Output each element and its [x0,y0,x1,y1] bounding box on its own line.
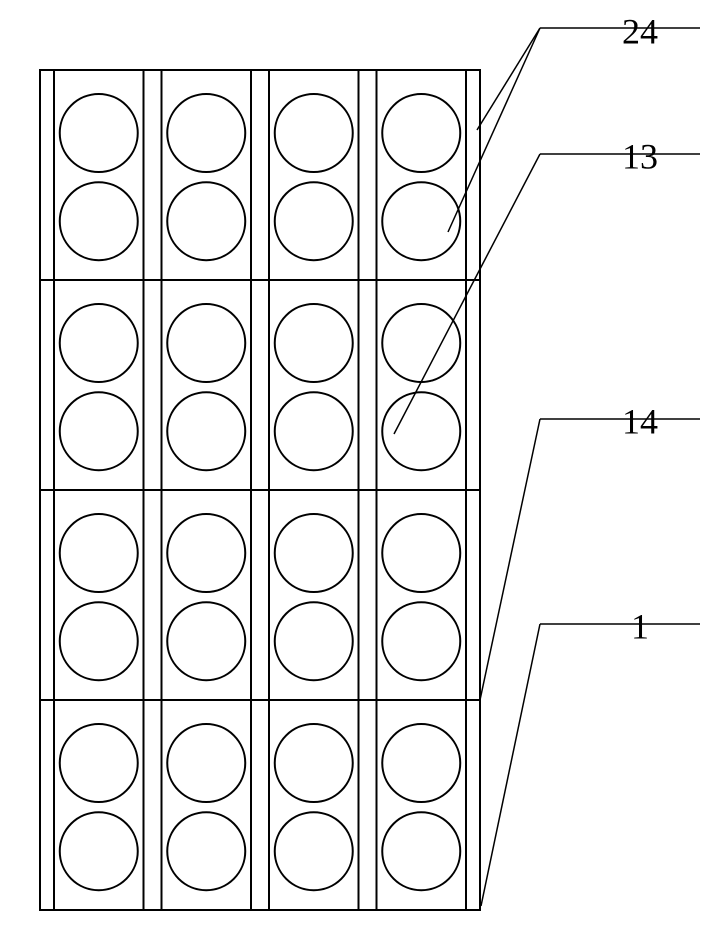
hole [167,182,245,260]
hole [167,514,245,592]
hole [275,304,353,382]
hole [275,392,353,470]
hole [382,182,460,260]
callout-13: 13 [394,136,700,434]
callout-leader [480,419,540,700]
hole [382,94,460,172]
hole [275,514,353,592]
hole [60,602,138,680]
callout-leader [477,28,540,130]
hole [167,812,245,890]
callout-label: 13 [622,136,658,176]
hole [382,304,460,382]
callout-24: 24 [448,11,700,232]
hole [275,94,353,172]
hole [60,304,138,382]
hole [167,392,245,470]
hole [167,602,245,680]
hole [60,514,138,592]
hole [275,724,353,802]
hole [167,724,245,802]
hole [382,392,460,470]
callout-label: 24 [622,11,658,51]
callout-1: 1 [481,606,700,906]
hole [382,514,460,592]
hole [60,724,138,802]
hole [60,94,138,172]
hole [60,392,138,470]
hole [382,724,460,802]
callout-label: 1 [631,606,649,646]
hole [60,812,138,890]
callout-leader [481,624,540,906]
hole [60,182,138,260]
hole [275,602,353,680]
callout-14: 14 [480,401,700,700]
callout-leader [448,28,540,232]
hole [167,304,245,382]
hole [275,812,353,890]
hole [275,182,353,260]
hole [167,94,245,172]
hole [382,812,460,890]
hole [382,602,460,680]
callout-label: 14 [622,401,658,441]
